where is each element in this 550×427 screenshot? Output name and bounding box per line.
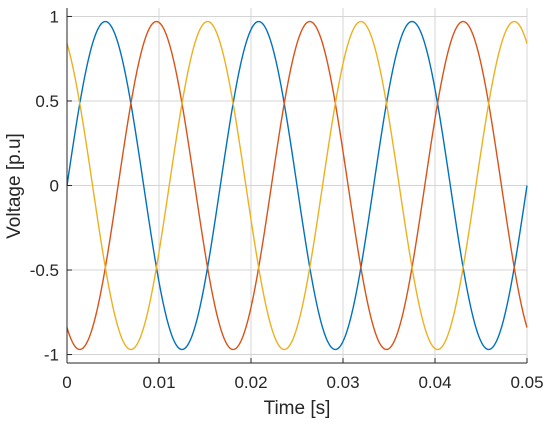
y-tick-label-4: -1	[44, 346, 59, 365]
y-tick-label-2: 0	[50, 177, 59, 196]
x-axis-label: Time [s]	[264, 398, 331, 419]
series-lines	[66, 20, 528, 351]
y-tick-label-0: 1	[50, 7, 59, 26]
series-line-1	[66, 20, 528, 351]
y-tick-label-1: 0.5	[35, 92, 59, 111]
series-line-2	[66, 20, 528, 351]
y-axis-label: Voltage [p.u]	[4, 133, 25, 239]
x-tick-label-4: 0.04	[418, 373, 451, 392]
tick-labels: 0 0.01 0.02 0.03 0.04 0.05 1 0.5 0 -0.5 -1	[30, 7, 544, 392]
series-line-3	[66, 20, 528, 351]
x-tick-label-5: 0.05	[510, 373, 543, 392]
x-tick-label-3: 0.03	[326, 373, 359, 392]
x-tick-label-1: 0.01	[142, 373, 175, 392]
axes	[66, 8, 528, 364]
x-tick-label-2: 0.02	[234, 373, 267, 392]
x-tick-label-0: 0	[62, 373, 71, 392]
y-tick-label-3: -0.5	[30, 261, 59, 280]
